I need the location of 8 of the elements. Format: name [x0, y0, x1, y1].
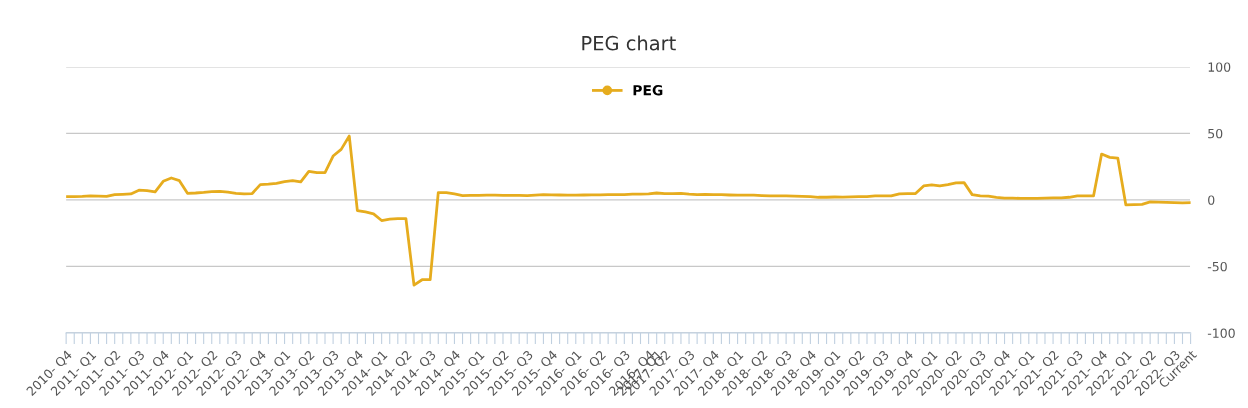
chart-title: PEG chart: [582, 35, 676, 51]
y-tick-label: -100: [1207, 328, 1235, 338]
y-tick-label: 50: [1208, 128, 1223, 139]
line-series: [66, 134, 1191, 287]
y-tick-label: 0: [1208, 195, 1215, 205]
y-tick-label: -50: [1207, 261, 1227, 272]
y-tick-label: 100: [1208, 62, 1231, 72]
legend-label: PEG: [633, 84, 663, 96]
